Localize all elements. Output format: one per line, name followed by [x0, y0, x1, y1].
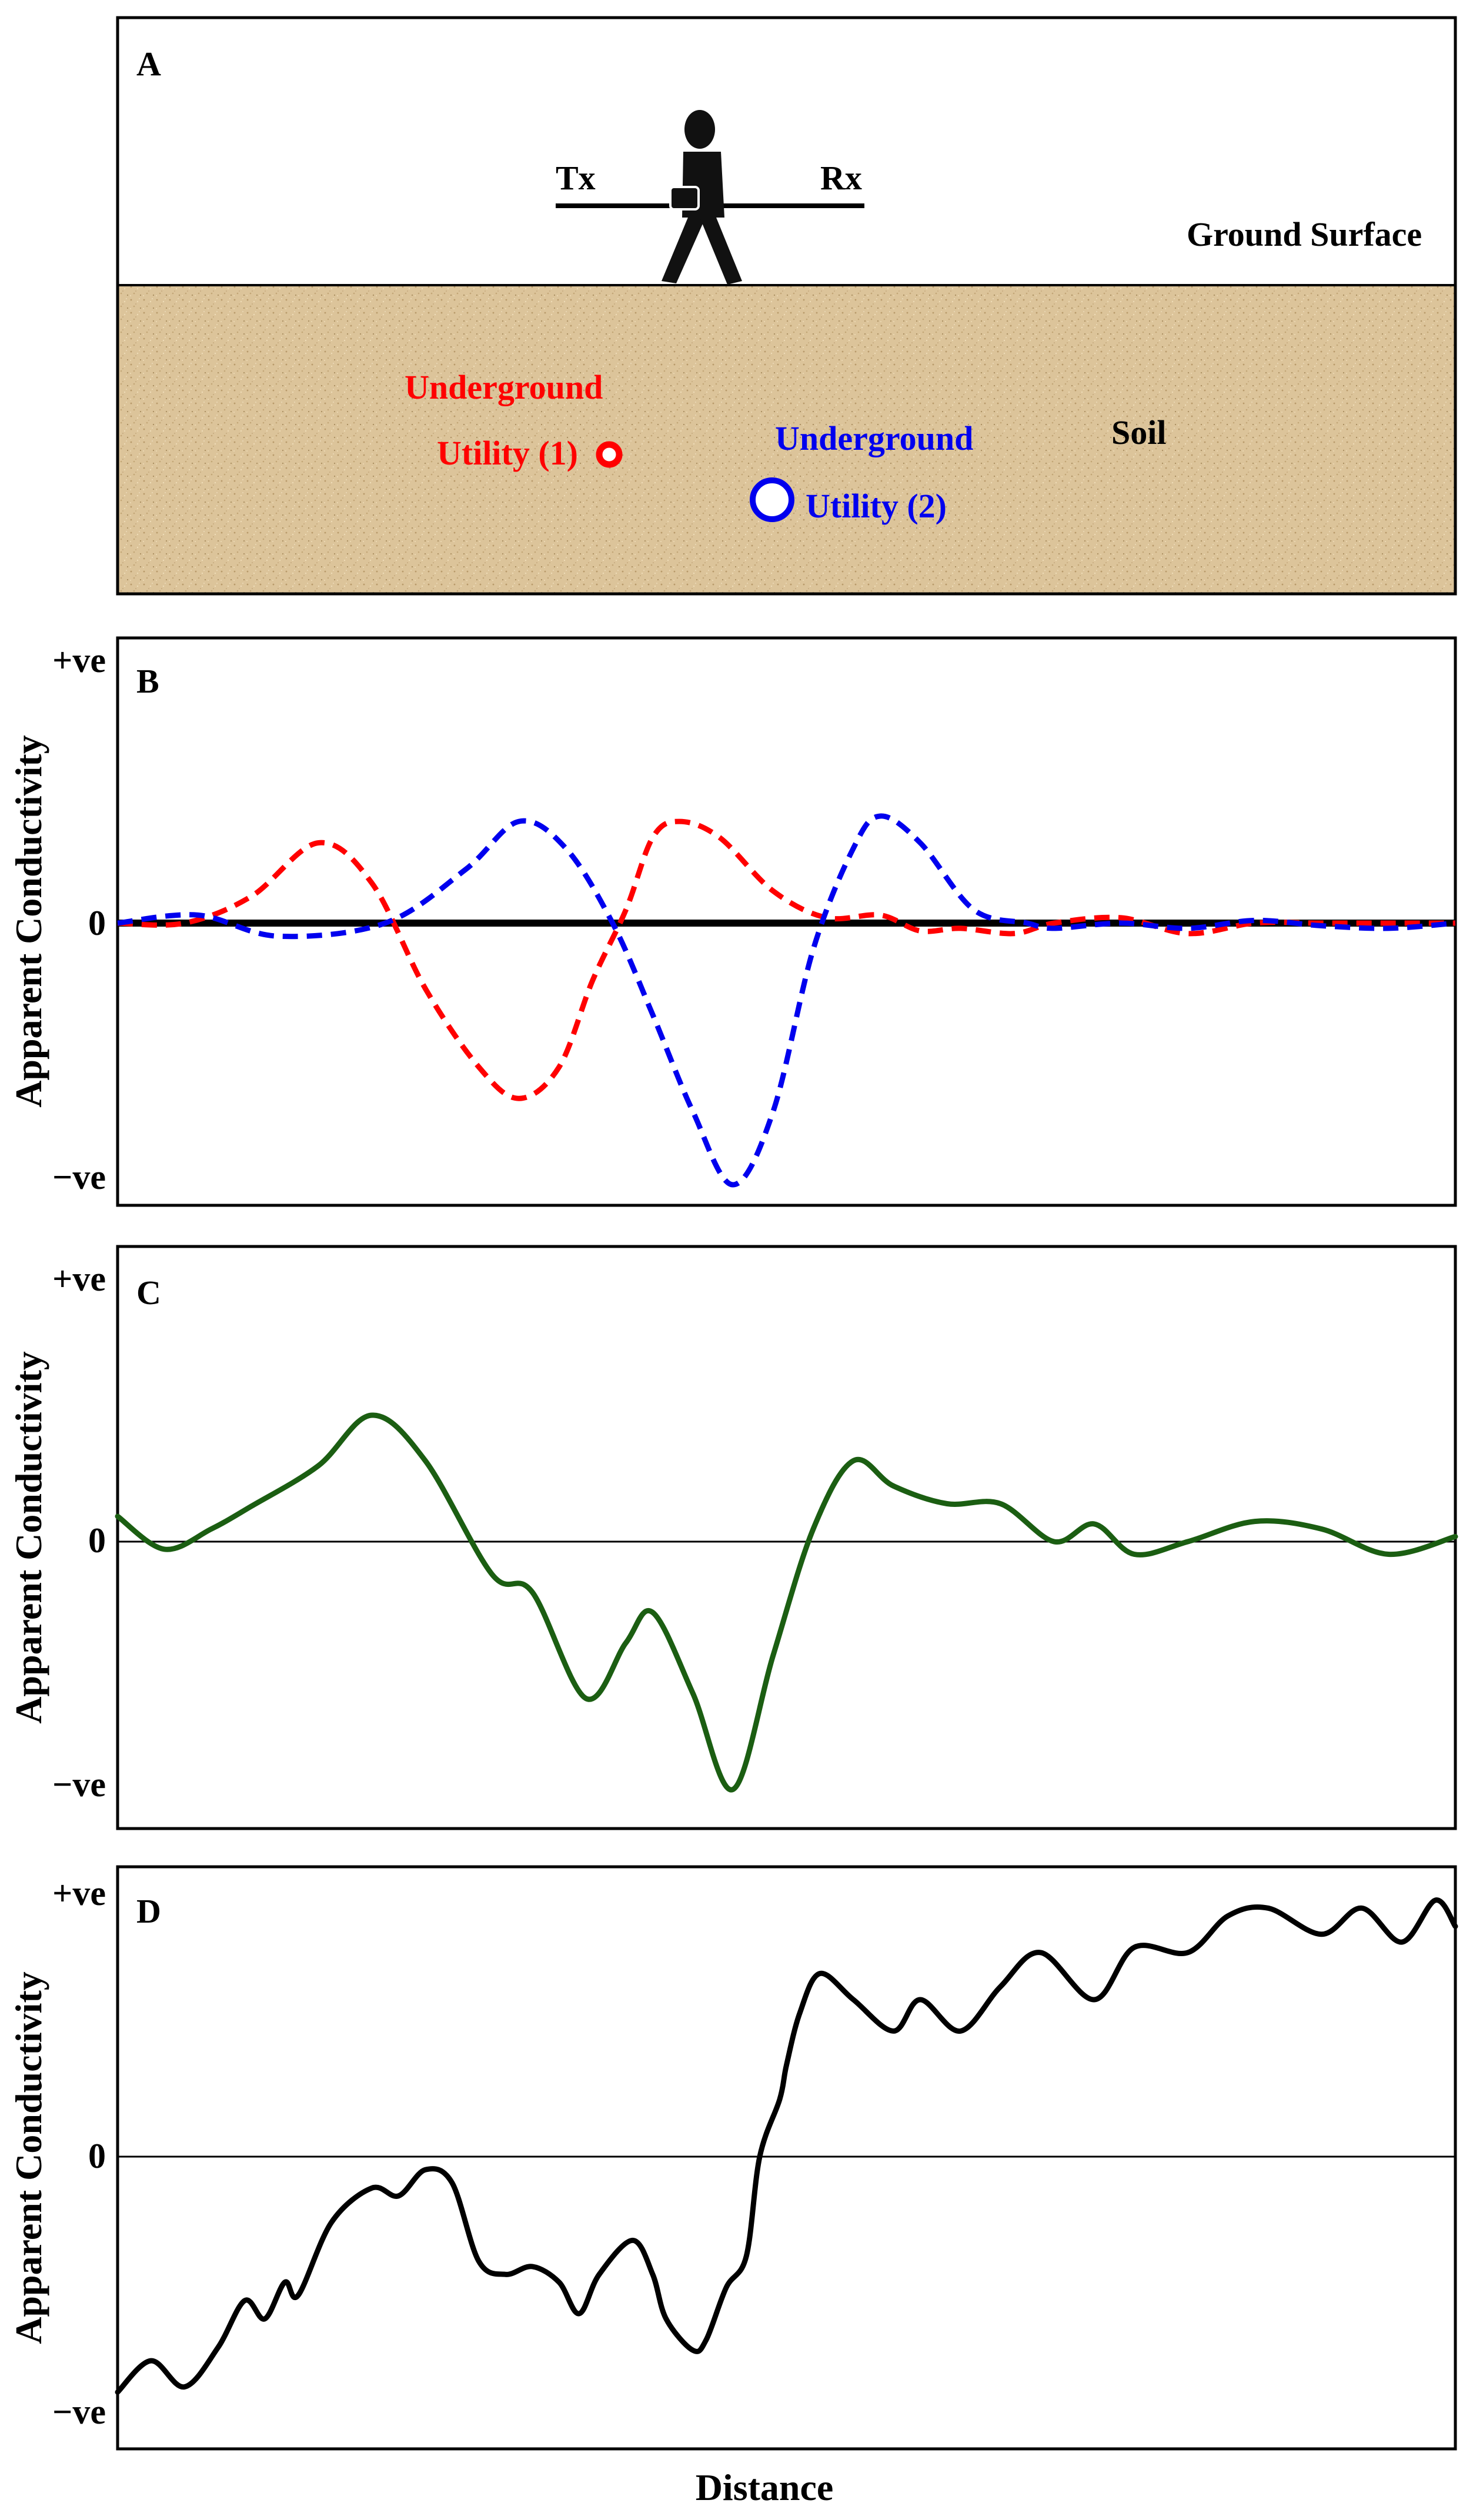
panel-c-plot: [115, 1412, 1458, 1793]
panel-d-plot: [115, 1897, 1458, 2395]
panel-d: D +ve 0 −ve Apparent Conductivity: [8, 1865, 1458, 2451]
panel-d-y-axis-label: Apparent Conductivity: [8, 1971, 49, 2344]
panel-c-tick-neg: −ve: [52, 1765, 106, 1804]
panel-c-tick-pos: +ve: [52, 1259, 106, 1298]
utility-1-label-line2: Utility (1): [437, 434, 578, 472]
tx-label: Tx: [556, 159, 596, 197]
panel-d-series-1-line: [115, 1897, 1458, 2395]
panel-letter-d: D: [136, 1892, 161, 1930]
panel-c: C +ve 0 −ve Apparent Conductivity: [8, 1245, 1458, 1830]
panel-b-plot: [117, 813, 1456, 1188]
panel-a-sky: [118, 18, 1455, 285]
utility-2-pipe: [750, 477, 794, 522]
panel-b: B +ve 0 −ve Apparent Conductivity: [8, 636, 1457, 1207]
panel-d-tick-zero: 0: [88, 2137, 106, 2175]
soil-layer: [118, 285, 1455, 594]
panel-b-tick-zero: 0: [88, 904, 106, 943]
panel-d-tick-neg: −ve: [52, 2392, 106, 2431]
panel-c-series-1-line: [115, 1412, 1458, 1793]
panel-b-series-2-line: [117, 813, 1456, 1188]
panel-letter-a: A: [136, 45, 161, 83]
panel-c-frame: [116, 1245, 1457, 1830]
x-axis-label: Distance: [696, 2466, 834, 2508]
utility-1-label-line1: Underground: [405, 368, 603, 406]
utility-2-label-line1: Underground: [775, 419, 973, 457]
panel-a-frame: [116, 16, 1457, 596]
soil-label: Soil: [1111, 413, 1167, 452]
panel-d-frame: [116, 1865, 1457, 2451]
panel-b-y-axis-label: Apparent Conductivity: [8, 735, 49, 1108]
panel-c-tick-zero: 0: [88, 1521, 106, 1560]
panel-b-tick-pos: +ve: [52, 641, 106, 680]
panel-a: A Tx Rx Ground Surface Soil Underground …: [116, 16, 1457, 596]
panel-c-y-axis-label: Apparent Conductivity: [8, 1351, 49, 1724]
panel-letter-c: C: [136, 1274, 161, 1312]
ground-surface-label: Ground Surface: [1187, 215, 1422, 253]
utility-1-pipe: [596, 441, 623, 468]
panel-b-tick-neg: −ve: [52, 1158, 106, 1197]
rx-label: Rx: [820, 159, 862, 197]
utility-2-label-line2: Utility (2): [806, 487, 947, 525]
panel-letter-b: B: [136, 662, 159, 700]
panel-d-tick-pos: +ve: [52, 1874, 106, 1913]
operator-figure-icon: [662, 110, 742, 285]
